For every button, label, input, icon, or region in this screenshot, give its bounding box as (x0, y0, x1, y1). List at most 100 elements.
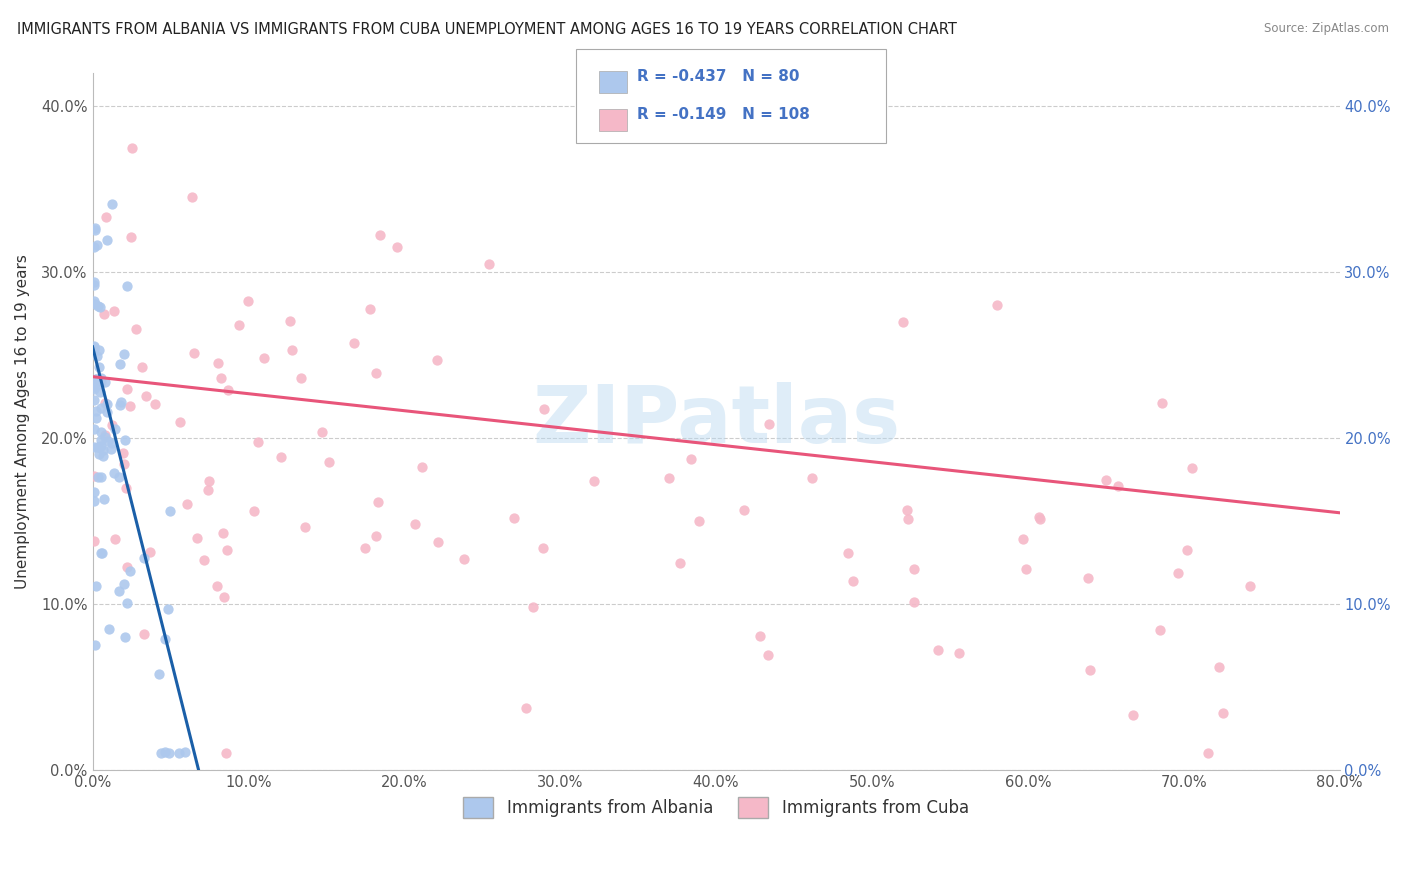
Point (253, 351, 276, 365)
Point (411, 460, 433, 475)
Point (311, 425, 333, 440)
Point (1012, 532, 1035, 546)
Point (100, 442, 122, 456)
Point (108, 584, 131, 599)
Point (404, 517, 426, 532)
Point (153, 632, 176, 647)
Point (318, 454, 340, 468)
Point (114, 433, 136, 447)
Point (156, 602, 179, 616)
Point (83, 380, 105, 394)
Point (112, 346, 135, 360)
Point (90, 425, 112, 440)
Point (108, 357, 131, 371)
Point (91, 546, 114, 560)
Point (522, 600, 544, 615)
Point (83, 339, 105, 353)
Point (110, 395, 132, 409)
Point (180, 190, 202, 204)
Point (150, 747, 173, 761)
Point (83, 275, 105, 289)
Point (83, 239, 105, 253)
Point (115, 278, 138, 293)
Point (84, 403, 107, 417)
Point (134, 627, 156, 641)
Point (83, 342, 105, 356)
Point (359, 301, 381, 316)
Point (84, 410, 107, 425)
Point (83, 422, 105, 436)
Point (903, 595, 925, 609)
Point (1167, 566, 1189, 580)
Point (83, 393, 105, 408)
Point (1077, 571, 1099, 585)
Point (891, 315, 914, 329)
Point (83, 382, 105, 396)
Point (110, 398, 132, 412)
Point (217, 542, 239, 557)
Point (515, 701, 537, 715)
Point (87, 440, 110, 454)
Point (842, 574, 865, 588)
Point (94, 395, 117, 409)
Point (368, 227, 391, 242)
Point (1181, 461, 1204, 475)
Point (84, 297, 107, 311)
Point (83, 468, 105, 483)
Point (531, 541, 554, 556)
Point (176, 497, 198, 511)
Point (89, 343, 111, 358)
Point (91, 449, 114, 463)
Point (1015, 562, 1038, 576)
Point (125, 322, 148, 336)
Point (207, 356, 229, 370)
Point (83, 484, 105, 499)
Point (582, 475, 605, 489)
Point (157, 746, 180, 760)
Text: R = -0.149   N = 108: R = -0.149 N = 108 (637, 107, 810, 122)
Point (246, 435, 269, 450)
Point (87, 299, 110, 313)
Point (103, 532, 125, 546)
Point (294, 520, 316, 534)
Point (243, 503, 266, 517)
Point (948, 646, 970, 660)
Point (167, 747, 190, 761)
Point (118, 399, 141, 413)
Point (896, 503, 918, 517)
Point (111, 446, 134, 460)
Point (197, 483, 219, 497)
Point (426, 352, 449, 367)
Point (278, 314, 301, 328)
Point (1208, 660, 1230, 674)
Point (90, 470, 112, 484)
Point (533, 402, 555, 417)
Point (1028, 510, 1050, 524)
Point (1197, 747, 1219, 761)
Point (101, 418, 124, 433)
Point (837, 546, 859, 560)
Point (90, 439, 112, 453)
Point (748, 629, 770, 643)
Point (212, 525, 235, 540)
Point (84, 372, 107, 386)
Point (89, 300, 111, 314)
Y-axis label: Unemployment Among Ages 16 to 19 years: Unemployment Among Ages 16 to 19 years (15, 254, 30, 589)
Point (135, 389, 157, 403)
Point (84, 579, 107, 593)
Point (1078, 664, 1101, 678)
Point (83, 638, 105, 652)
Point (87, 359, 110, 374)
Point (1152, 395, 1174, 409)
Point (186, 531, 208, 545)
Point (1149, 623, 1171, 637)
Point (1029, 512, 1052, 526)
Point (658, 471, 681, 485)
Point (131, 360, 153, 375)
Point (94, 211, 117, 225)
Point (83, 493, 105, 508)
Point (183, 346, 205, 360)
Point (1175, 543, 1198, 558)
Point (84, 372, 107, 386)
Text: IMMIGRANTS FROM ALBANIA VS IMMIGRANTS FROM CUBA UNEMPLOYMENT AMONG AGES 16 TO 19: IMMIGRANTS FROM ALBANIA VS IMMIGRANTS FR… (17, 22, 956, 37)
